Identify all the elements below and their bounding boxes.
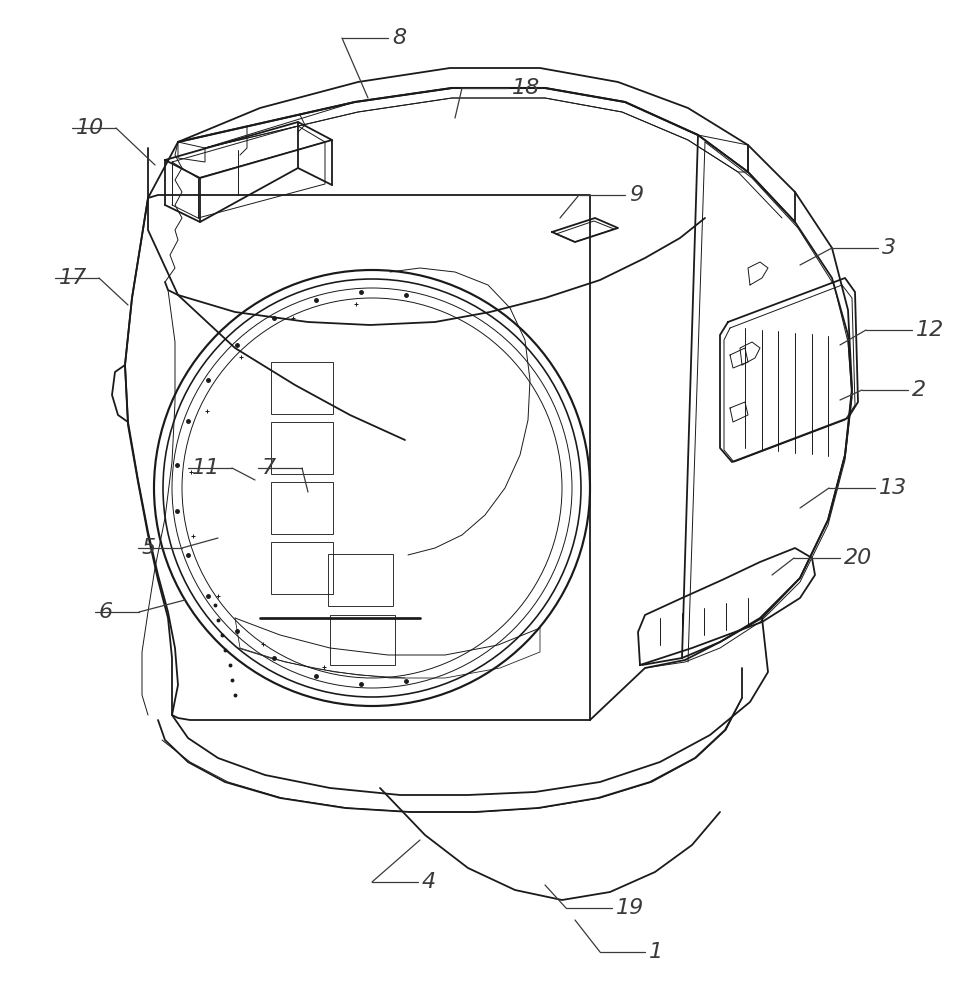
Text: 6: 6 <box>99 602 113 622</box>
Text: 1: 1 <box>649 942 662 962</box>
Text: 9: 9 <box>628 185 643 205</box>
Bar <box>271 482 332 534</box>
Bar <box>271 362 332 414</box>
Text: 8: 8 <box>392 28 405 48</box>
Text: 20: 20 <box>843 548 871 568</box>
Bar <box>271 422 332 474</box>
Text: 7: 7 <box>262 458 276 478</box>
Text: 4: 4 <box>421 872 436 892</box>
Text: 3: 3 <box>881 238 895 258</box>
Text: 10: 10 <box>76 118 105 138</box>
Bar <box>271 542 332 594</box>
Text: 11: 11 <box>191 458 220 478</box>
Bar <box>329 615 395 665</box>
Text: 12: 12 <box>915 320 943 340</box>
Text: 13: 13 <box>878 478 907 498</box>
Bar <box>327 554 393 606</box>
Text: 17: 17 <box>59 268 87 288</box>
Text: 19: 19 <box>616 898 644 918</box>
Text: 2: 2 <box>912 380 925 400</box>
Text: 18: 18 <box>512 78 539 98</box>
Text: 5: 5 <box>142 538 156 558</box>
